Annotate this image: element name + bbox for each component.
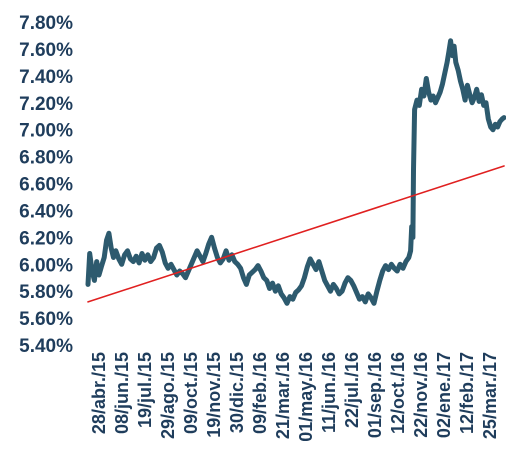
x-tick-label: 22/nov./16 [411, 352, 431, 438]
y-tick-label: 6.00% [19, 255, 73, 276]
y-axis: 5.40% 5.60% 5.80% 6.00% 6.20% 6.40% 6.60% 6.80%… [19, 13, 73, 357]
y-tick-label: 5.60% [19, 309, 73, 330]
x-tick-label: 25/mar./17 [480, 352, 500, 439]
x-tick-label: 19/nov./15 [204, 352, 224, 438]
y-tick-label: 7.00% [19, 121, 73, 142]
yield-series-line [85, 38, 506, 306]
x-tick-label: 02/ene./17 [434, 352, 454, 438]
x-tick-label: 12/feb./17 [457, 352, 477, 434]
plot-area [85, 38, 506, 306]
x-tick-label: 12/oct./16 [388, 352, 408, 434]
x-tick-label: 09/oct./15 [181, 352, 201, 434]
y-tick-label: 6.20% [19, 228, 73, 249]
x-tick-label: 01/may./16 [296, 352, 316, 442]
x-tick-label: 30/dic./15 [227, 352, 247, 433]
y-tick-label: 6.60% [19, 175, 73, 196]
y-tick-label: 7.40% [19, 67, 73, 88]
y-tick-label: 7.20% [19, 94, 73, 115]
x-tick-label: 21/mar./16 [273, 352, 293, 439]
x-tick-label: 28/abr./15 [89, 352, 109, 434]
x-axis: 28/abr./15 08/jun./15 19/jul./15 29/ago./15… [89, 352, 500, 442]
y-tick-label: 6.40% [19, 201, 73, 222]
x-tick-label: 01/sep./16 [365, 352, 385, 438]
y-tick-label: 7.80% [19, 13, 73, 34]
x-tick-label: 08/jun./15 [112, 352, 132, 434]
x-tick-label: 29/ago./15 [158, 352, 178, 439]
y-tick-label: 7.60% [19, 40, 73, 61]
y-tick-label: 5.80% [19, 282, 73, 303]
x-tick-label: 22/jul./16 [342, 352, 362, 428]
y-tick-label: 5.40% [19, 336, 73, 357]
x-tick-label: 19/jul./15 [135, 352, 155, 428]
x-tick-label: 09/feb./16 [250, 352, 270, 434]
x-tick-label: 11/jun./16 [319, 352, 339, 433]
trend-line [87, 165, 505, 303]
y-tick-label: 6.80% [19, 148, 73, 169]
